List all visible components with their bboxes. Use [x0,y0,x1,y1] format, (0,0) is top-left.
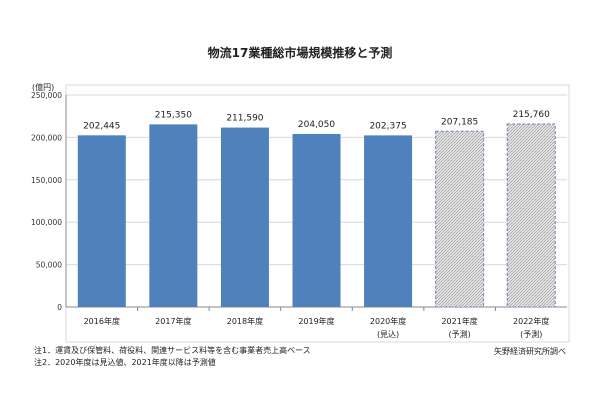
bar [292,133,341,307]
y-tick-label: 50,000 [36,261,62,270]
x-tick-sublabel: (見込) [377,330,399,339]
x-tick-label: 2018年度 [227,316,263,326]
bar [149,124,198,307]
bar [506,123,556,308]
bar [364,135,413,307]
y-tick-label: 200,000 [31,133,62,142]
note-1: 注1．運賃及び保管料、荷役料、関連サービス料等を含む事業者売上高ベース [34,346,311,355]
y-tick-label: 100,000 [31,218,62,227]
bar [435,130,485,308]
bar [77,135,126,307]
x-tick-label: 2016年度 [84,316,120,326]
x-tick-sublabel: (予測) [520,329,542,339]
data-label: 204,050 [298,120,335,130]
data-label: 202,445 [83,121,120,131]
chart-title: 物流17業種総市場規模推移と予測 [207,46,393,60]
data-label: 202,375 [369,121,406,131]
data-label: 215,350 [155,110,192,120]
x-tick-label: 2017年度 [155,316,191,326]
y-tick-label: 250,000 [31,91,62,100]
x-tick-label: 2020年度 [370,316,406,326]
x-tick-label: 2022年度 [513,316,549,326]
data-label: 215,760 [513,110,550,120]
note-2: 注2．2020年度は見込値、2021年度以降は予測値 [34,358,216,367]
bar [220,127,269,307]
y-tick-label: 150,000 [31,176,62,185]
x-tick-label: 2021年度 [441,316,477,326]
x-tick-sublabel: (予測) [449,329,471,339]
source-credit: 矢野経済研究所調べ [494,347,566,356]
y-tick-label: 0 [57,303,62,312]
data-label: 207,185 [441,117,478,127]
x-tick-label: 2019年度 [298,316,334,326]
y-axis-unit: (億円) [32,83,55,92]
data-label: 211,590 [226,114,263,124]
